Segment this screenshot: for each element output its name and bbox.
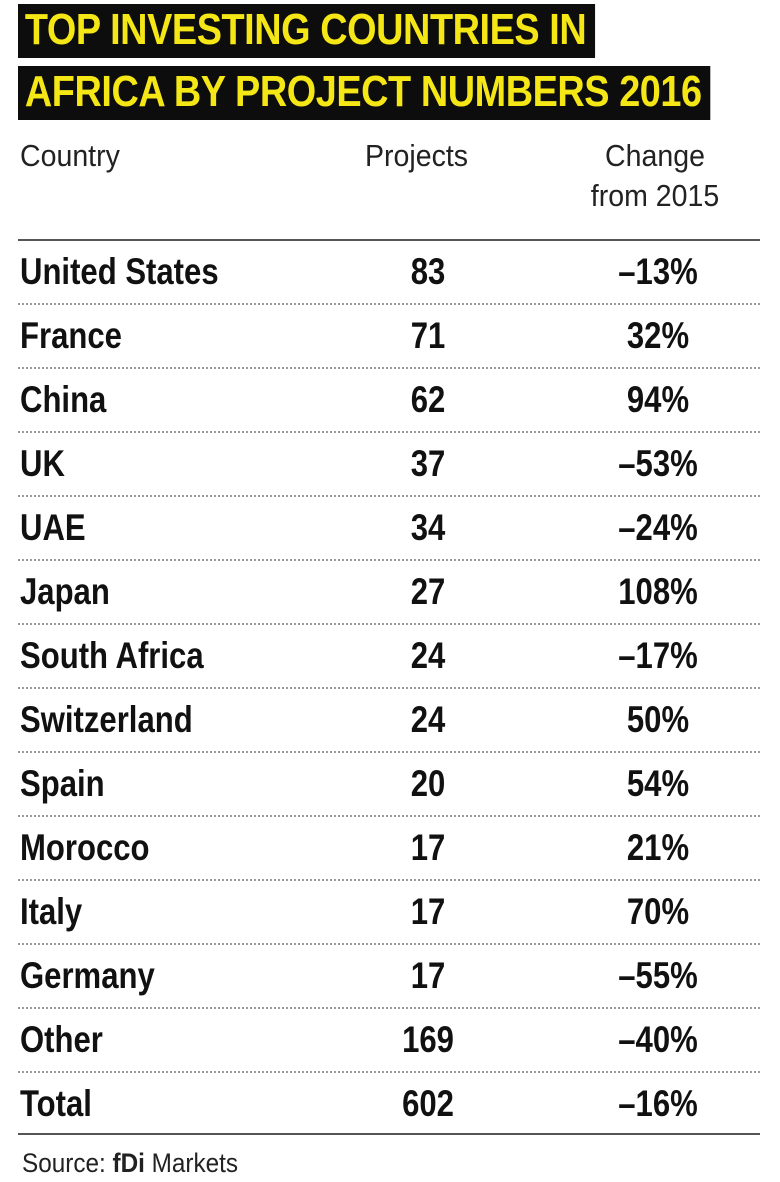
table-row: Switzerland 24 50% (18, 689, 760, 753)
column-header-country: Country (20, 138, 120, 173)
table-row: Total 602 –16% (18, 1073, 760, 1137)
table-row: United States 83 –13% (18, 241, 760, 305)
column-header-projects: Projects (365, 138, 469, 173)
change-cell: –53% (618, 443, 698, 484)
source-note: Source: fDi Markets (22, 1146, 238, 1180)
country-cell: UK (20, 443, 65, 484)
projects-cell: 62 (410, 379, 446, 420)
projects-cell: 17 (410, 891, 446, 932)
projects-cell: 71 (410, 315, 446, 356)
change-cell: 108% (618, 571, 698, 612)
column-header-change-line-2: from 2015 (590, 178, 720, 213)
change-cell: –16% (618, 1083, 698, 1124)
projects-cell: 602 (402, 1083, 454, 1124)
projects-cell: 27 (410, 571, 446, 612)
column-header-change: Change from 2015 (586, 136, 724, 216)
change-cell: –24% (618, 507, 698, 548)
table-row: UAE 34 –24% (18, 497, 760, 561)
country-cell: Spain (20, 763, 105, 804)
table-row: Other 169 –40% (18, 1009, 760, 1073)
source-prefix: Source: (22, 1148, 113, 1178)
change-cell: 21% (626, 827, 690, 868)
change-cell: 32% (626, 315, 690, 356)
projects-cell: 17 (410, 827, 446, 868)
table-row: China 62 94% (18, 369, 760, 433)
table-row: Italy 17 70% (18, 881, 760, 945)
column-header-change-line-1: Change (605, 138, 705, 173)
change-cell: 94% (626, 379, 690, 420)
table-row: Spain 20 54% (18, 753, 760, 817)
country-cell: Morocco (20, 827, 150, 868)
table-body: United States 83 –13% France 71 32% China 62 94%… (18, 241, 760, 1137)
change-cell: –13% (618, 251, 698, 292)
table-row: Morocco 17 21% (18, 817, 760, 881)
change-cell: –17% (618, 635, 698, 676)
change-cell: 70% (626, 891, 690, 932)
projects-cell: 37 (410, 443, 446, 484)
projects-cell: 24 (410, 635, 446, 676)
change-cell: 50% (626, 699, 690, 740)
footer-divider (18, 1133, 760, 1135)
projects-cell: 17 (410, 955, 446, 996)
country-cell: Other (20, 1019, 103, 1060)
table-row: Japan 27 108% (18, 561, 760, 625)
header-divider (18, 239, 760, 241)
projects-cell: 169 (402, 1019, 454, 1060)
country-cell: France (20, 315, 122, 356)
country-cell: Japan (20, 571, 110, 612)
country-cell: Germany (20, 955, 155, 996)
projects-cell: 24 (410, 699, 446, 740)
country-cell: Switzerland (20, 699, 193, 740)
country-cell: UAE (20, 507, 86, 548)
projects-cell: 34 (410, 507, 446, 548)
source-name-bold: fDi (112, 1148, 145, 1178)
projects-cell: 20 (410, 763, 446, 804)
country-cell: Total (20, 1083, 92, 1124)
table-row: South Africa 24 –17% (18, 625, 760, 689)
source-suffix: Markets (144, 1148, 239, 1178)
projects-cell: 83 (410, 251, 446, 292)
change-cell: –40% (618, 1019, 698, 1060)
table-row: Germany 17 –55% (18, 945, 760, 1009)
country-cell: Italy (20, 891, 83, 932)
chart-title-line-1: TOP INVESTING COUNTRIES IN (18, 4, 595, 58)
country-cell: South Africa (20, 635, 204, 676)
chart-title-line-2: AFRICA BY PROJECT NUMBERS 2016 (18, 66, 711, 120)
table-row: UK 37 –53% (18, 433, 760, 497)
country-cell: China (20, 379, 107, 420)
change-cell: 54% (626, 763, 690, 804)
table-row: France 71 32% (18, 305, 760, 369)
country-cell: United States (20, 251, 219, 292)
change-cell: –55% (618, 955, 698, 996)
